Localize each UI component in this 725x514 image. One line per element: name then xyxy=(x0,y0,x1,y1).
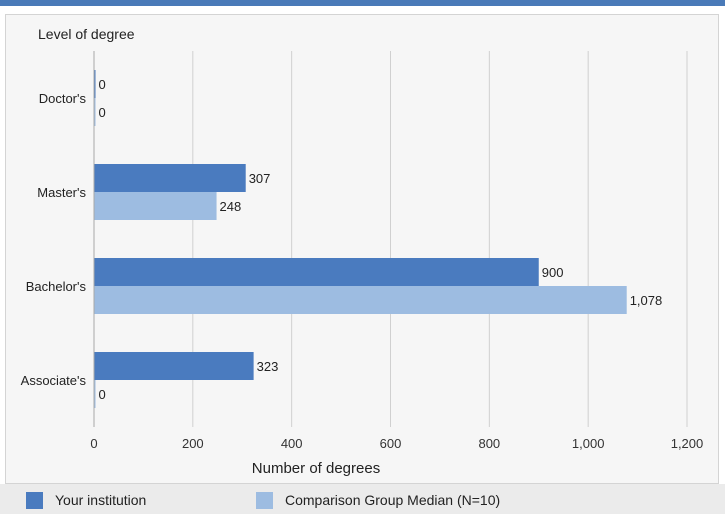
legend-label: Your institution xyxy=(55,492,147,508)
category-label: Doctor's xyxy=(39,91,87,106)
bars: 0 0 307 248 900 1,078 323 0 xyxy=(94,70,662,408)
data-label: 0 xyxy=(99,77,106,92)
x-tick-label: 200 xyxy=(182,436,204,451)
header-accent-bar xyxy=(0,0,725,6)
bar-comparison-group xyxy=(94,380,96,408)
legend-swatch-your-institution xyxy=(26,491,43,509)
x-tick-label: 1,200 xyxy=(671,436,704,451)
x-tick-label: 0 xyxy=(90,436,97,451)
axes: 0 200 400 600 800 1,000 1,200 Doctor's Master's B… xyxy=(21,51,704,451)
chart-area: 0 0 307 248 900 1,078 323 0 0 200 400 600 800 1,000 1… xyxy=(5,14,719,484)
bar-comparison-group xyxy=(94,192,217,220)
x-axis-title: Number of degrees xyxy=(252,460,380,477)
category-label: Master's xyxy=(37,185,86,200)
x-tick-label: 1,000 xyxy=(572,436,605,451)
bar-your-institution xyxy=(94,70,96,98)
bar-comparison-group xyxy=(94,98,96,126)
data-label: 0 xyxy=(99,387,106,402)
bar-your-institution xyxy=(94,352,254,380)
data-label: 0 xyxy=(99,105,106,120)
category-label: Bachelor's xyxy=(26,279,87,294)
legend-item-your-institution: Your institution xyxy=(26,491,147,509)
x-tick-label: 800 xyxy=(478,436,500,451)
legend-swatch-comparison-group xyxy=(256,491,273,509)
data-label: 1,078 xyxy=(630,293,663,308)
data-label: 307 xyxy=(249,171,271,186)
y-axis-title: Level of degree xyxy=(38,26,135,42)
legend-item-comparison-group: Comparison Group Median (N=10) xyxy=(256,491,501,509)
bar-your-institution xyxy=(94,258,539,286)
data-label: 323 xyxy=(257,359,279,374)
legend-label: Comparison Group Median (N=10) xyxy=(285,492,501,508)
bar-chart: 0 0 307 248 900 1,078 323 0 0 200 400 600 800 1,000 1… xyxy=(21,26,704,477)
x-tick-label: 400 xyxy=(281,436,303,451)
bar-your-institution xyxy=(94,164,246,192)
x-tick-label: 600 xyxy=(380,436,402,451)
category-label: Associate's xyxy=(21,373,87,388)
data-label: 248 xyxy=(220,199,242,214)
data-label: 900 xyxy=(542,265,564,280)
legend: Your institution Comparison Group Median… xyxy=(0,484,725,514)
bar-comparison-group xyxy=(94,286,627,314)
